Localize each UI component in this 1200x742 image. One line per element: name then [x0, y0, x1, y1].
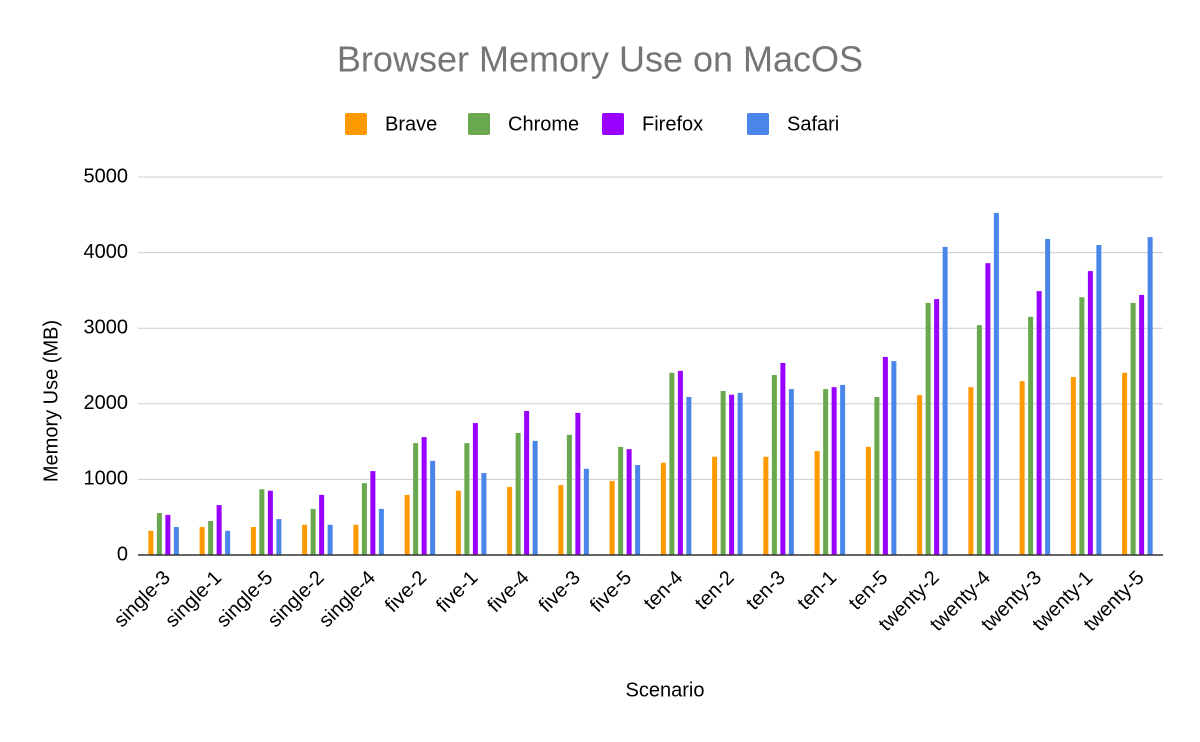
bar: [934, 299, 940, 555]
bar: [430, 460, 436, 555]
legend-swatch: [468, 113, 490, 135]
bar: [566, 434, 572, 555]
bar: [413, 443, 419, 555]
bar: [173, 527, 179, 555]
bar: [225, 530, 231, 555]
bar: [660, 462, 666, 555]
bar: [472, 423, 478, 555]
bar: [532, 440, 538, 555]
bar: [993, 212, 999, 555]
bar: [1019, 381, 1025, 555]
x-axis-title: Scenario: [626, 679, 705, 701]
bar: [319, 494, 325, 555]
bar: [1096, 245, 1102, 556]
bar: [507, 486, 513, 555]
legend-swatch: [747, 113, 769, 135]
bar: [686, 396, 692, 555]
bar: [524, 410, 530, 555]
legend-label: Safari: [787, 113, 839, 135]
chart-title: Browser Memory Use on MacOS: [337, 39, 863, 80]
bar: [882, 356, 888, 555]
y-axis-title: Memory Use (MB): [40, 320, 62, 482]
bar: [558, 485, 564, 555]
bar: [165, 514, 171, 555]
bar: [729, 394, 735, 555]
bar: [208, 520, 214, 555]
bar: [250, 527, 256, 555]
bar: [626, 449, 632, 555]
bar: [780, 362, 786, 555]
bar: [327, 524, 333, 555]
bar: [635, 465, 641, 555]
bar: [1045, 238, 1051, 555]
bar: [156, 513, 162, 555]
bar: [276, 519, 282, 555]
bar: [788, 389, 794, 555]
bar: [353, 524, 359, 555]
bar: [669, 372, 675, 555]
bar: [677, 370, 683, 555]
bar: [361, 483, 367, 555]
bar: [712, 456, 718, 555]
bar: [515, 432, 521, 555]
y-tick-label: 2000: [84, 392, 129, 414]
bar: [464, 443, 470, 555]
bar: [874, 396, 880, 555]
legend-label: Chrome: [508, 113, 579, 135]
bar: [148, 530, 154, 555]
y-tick-label: 1000: [84, 468, 129, 490]
bar: [840, 384, 846, 555]
bar: [831, 387, 837, 555]
bar: [609, 480, 615, 555]
bar: [976, 325, 982, 555]
bar: [199, 527, 205, 555]
legend-label: Firefox: [642, 113, 703, 135]
bar: [891, 361, 897, 555]
y-tick-label: 4000: [84, 241, 129, 263]
y-tick-label: 0: [117, 543, 128, 565]
bar: [1087, 271, 1093, 555]
bar: [771, 375, 777, 555]
bar: [1070, 376, 1076, 555]
bar: [267, 490, 273, 555]
bar: [421, 437, 427, 555]
bar: [1130, 302, 1136, 555]
bar: [1028, 316, 1034, 555]
y-tick-label: 5000: [84, 165, 129, 187]
bar: [404, 494, 410, 555]
bar: [1139, 294, 1145, 555]
bar: [720, 390, 726, 555]
bar: [378, 508, 384, 555]
bar: [1079, 297, 1085, 555]
bar: [925, 302, 931, 555]
bar: [942, 246, 948, 555]
bar: [1036, 291, 1042, 555]
bar: [763, 456, 769, 555]
bar: [618, 446, 624, 555]
bar: [455, 490, 461, 555]
bar: [370, 471, 376, 555]
bar: [259, 489, 265, 555]
bar: [814, 451, 820, 555]
bar: [575, 412, 581, 555]
bar: [917, 395, 923, 555]
bar: [310, 508, 316, 555]
bar: [823, 389, 829, 555]
legend-swatch: [602, 113, 624, 135]
y-tick-label: 3000: [84, 316, 129, 338]
bar: [583, 468, 589, 555]
bar: [481, 472, 487, 555]
bar: [1147, 237, 1153, 556]
bar: [1122, 372, 1128, 555]
bar: [968, 387, 974, 555]
legend-swatch: [345, 113, 367, 135]
bar: [737, 392, 743, 555]
bar: [216, 505, 222, 555]
bar: [865, 446, 871, 555]
bar: [985, 263, 991, 555]
bar: [302, 524, 308, 555]
legend-label: Brave: [385, 113, 437, 135]
